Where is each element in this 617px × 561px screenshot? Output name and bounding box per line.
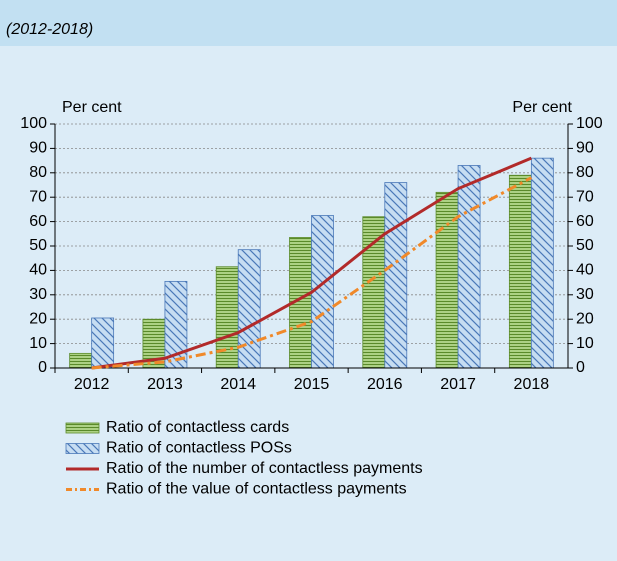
y2-tick-label: 50	[576, 237, 594, 254]
bar	[530, 157, 554, 369]
chart-subtitle: (2012-2018)	[6, 21, 93, 38]
bar	[215, 266, 239, 369]
y-axis-label: Per cent	[62, 99, 122, 116]
bar	[457, 165, 481, 369]
y2-tick-label: 80	[576, 164, 594, 181]
header-band	[0, 0, 617, 46]
y-tick-label: 70	[29, 188, 47, 205]
y-tick-label: 30	[29, 286, 47, 303]
legend-label: Ratio of the number of contactless payme…	[106, 460, 423, 477]
y2-tick-label: 20	[576, 310, 594, 327]
legend-label: Ratio of the value of contactless paymen…	[106, 481, 407, 498]
bar	[69, 352, 93, 369]
y2-tick-label: 0	[576, 359, 585, 376]
bar	[384, 182, 408, 369]
y-tick-label: 60	[29, 213, 47, 230]
y2-tick-label: 100	[576, 115, 603, 132]
bar	[311, 215, 334, 369]
y-tick-label: 40	[29, 262, 47, 279]
y2-tick-label: 40	[576, 262, 594, 279]
legend-swatch	[65, 422, 100, 434]
y2-axis-label: Per cent	[512, 99, 572, 116]
legend-swatch	[65, 443, 100, 454]
bar	[91, 317, 115, 369]
y2-tick-label: 70	[576, 188, 594, 205]
y-tick-label: 100	[20, 115, 47, 132]
y-tick-label: 50	[29, 237, 47, 254]
y-tick-label: 80	[29, 164, 47, 181]
line	[91, 156, 532, 370]
y-tick-label: 20	[29, 310, 47, 327]
x-tick-label: 2012	[74, 376, 110, 393]
legend-label: Ratio of contactless POSs	[106, 440, 292, 457]
line	[91, 176, 533, 370]
x-tick-label: 2014	[220, 376, 256, 393]
y2-tick-label: 90	[576, 140, 594, 157]
x-tick-label: 2013	[147, 376, 183, 393]
legend-label: Ratio of contactless cards	[106, 419, 289, 436]
y-tick-label: 10	[29, 335, 47, 352]
y2-tick-label: 10	[576, 335, 594, 352]
x-tick-label: 2018	[514, 376, 550, 393]
bar	[362, 216, 386, 369]
bar	[237, 249, 261, 369]
x-tick-label: 2015	[294, 376, 330, 393]
x-tick-label: 2017	[440, 376, 476, 393]
x-tick-label: 2016	[367, 376, 403, 393]
bar	[508, 174, 532, 369]
y-tick-label: 90	[29, 140, 47, 157]
y-tick-label: 0	[38, 359, 47, 376]
y2-tick-label: 60	[576, 213, 594, 230]
y2-tick-label: 30	[576, 286, 594, 303]
